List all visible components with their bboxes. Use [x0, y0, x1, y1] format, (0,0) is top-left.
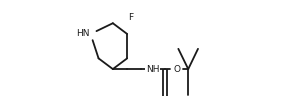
Text: F: F [128, 13, 134, 22]
Text: HN: HN [77, 29, 90, 38]
Text: O: O [173, 65, 180, 74]
Text: NH: NH [146, 65, 160, 74]
